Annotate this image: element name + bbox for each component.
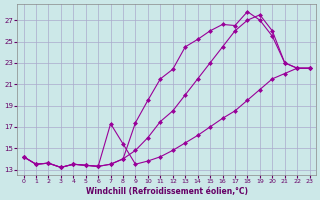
X-axis label: Windchill (Refroidissement éolien,°C): Windchill (Refroidissement éolien,°C) (85, 187, 248, 196)
